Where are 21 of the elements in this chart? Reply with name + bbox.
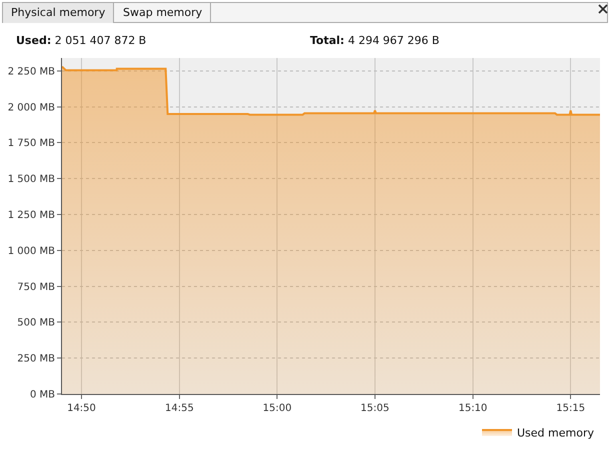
x-tick-label: 14:55: [164, 403, 194, 414]
y-tick-label: 1 500 MB: [8, 174, 56, 186]
y-tick-label: 1 750 MB: [8, 138, 56, 150]
y-tick-label: 0 MB: [30, 390, 56, 400]
x-tick-label: 15:00: [262, 403, 292, 414]
y-tick-label: 750 MB: [17, 282, 56, 293]
x-tick-label: 15:05: [360, 403, 390, 414]
text: Physical memory: [3, 3, 114, 23]
y-tick-label: 2 000 MB: [8, 102, 56, 114]
y-tick-label: 1 000 MB: [8, 246, 56, 257]
legend-label: Used memory: [517, 426, 594, 440]
text: Swap memory: [115, 3, 212, 23]
y-tick-label: 500 MB: [17, 318, 56, 329]
x-tick-label: 14:50: [67, 403, 96, 414]
x-tick-label: 15:15: [556, 403, 586, 414]
x-tick-label: 15:10: [458, 403, 488, 414]
y-tick-label: 2 250 MB: [8, 66, 56, 78]
text: Total: 4 294 967 296 B: [310, 34, 440, 47]
y-tick-label: 1 250 MB: [8, 210, 56, 222]
text: Used: 2 051 407 872 B: [16, 34, 146, 47]
y-tick-label: 250 MB: [17, 354, 56, 365]
